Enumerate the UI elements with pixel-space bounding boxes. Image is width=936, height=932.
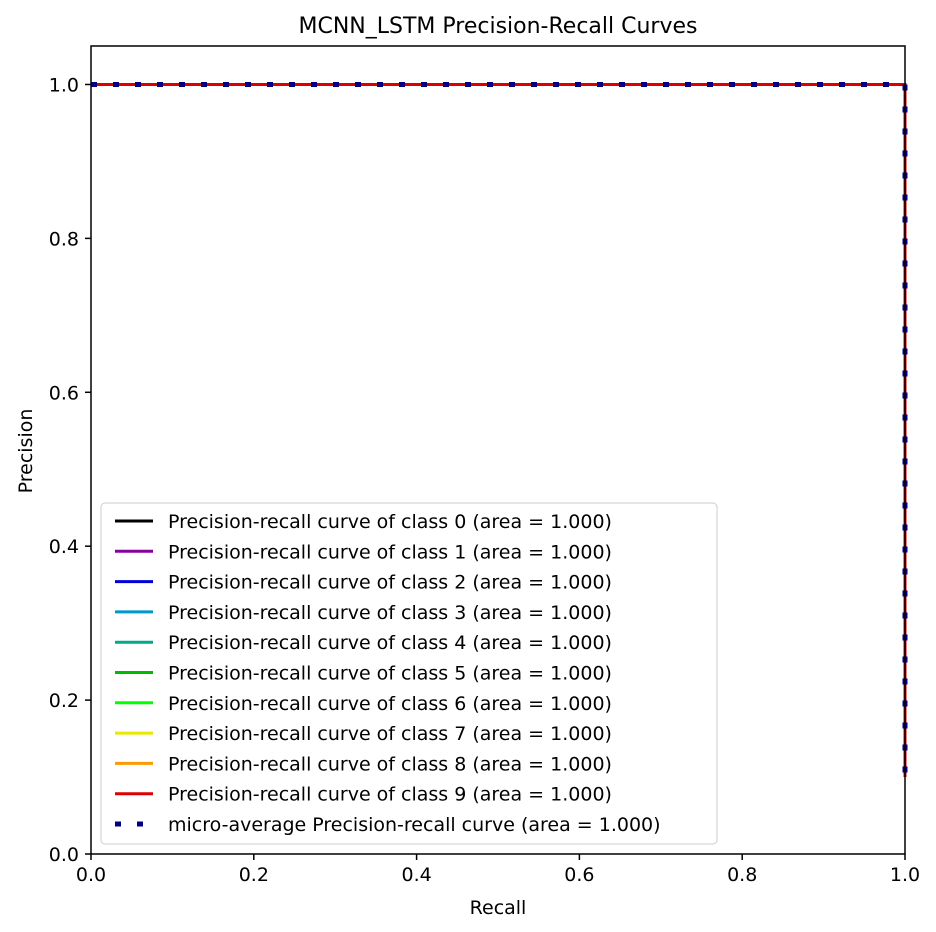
x-tick-label-4: 0.8 xyxy=(727,864,757,886)
legend-label-1: Precision-recall curve of class 1 (area … xyxy=(168,541,612,563)
legend: Precision-recall curve of class 0 (area … xyxy=(100,502,718,845)
y-tick-label-4: 0.8 xyxy=(49,228,79,250)
y-tick-label-3: 0.6 xyxy=(49,382,79,404)
legend-label-2: Precision-recall curve of class 2 (area … xyxy=(168,572,612,594)
x-tick-label-1: 0.2 xyxy=(239,864,269,886)
x-tick-label-0: 0.0 xyxy=(76,864,106,886)
x-tick-label-5: 1.0 xyxy=(890,864,920,886)
plot-frame xyxy=(90,45,906,855)
legend-label-8: Precision-recall curve of class 8 (area … xyxy=(168,753,612,775)
legend-label-4: Precision-recall curve of class 4 (area … xyxy=(168,632,612,654)
y-axis-label: Precision xyxy=(15,409,37,494)
legend-box xyxy=(100,502,718,845)
chart-title: MCNN_LSTM Precision-Recall Curves xyxy=(299,14,698,39)
x-tick-label-3: 0.6 xyxy=(564,864,594,886)
y-tick-label-0: 0.0 xyxy=(49,844,79,866)
legend-label-0: Precision-recall curve of class 0 (area … xyxy=(168,511,612,533)
y-tick-label-2: 0.4 xyxy=(49,536,79,558)
legend-label-10: micro-average Precision-recall curve (ar… xyxy=(168,814,661,836)
legend-label-5: Precision-recall curve of class 5 (area … xyxy=(168,663,612,685)
x-tick-label-2: 0.4 xyxy=(401,864,431,886)
legend-label-7: Precision-recall curve of class 7 (area … xyxy=(168,723,612,745)
y-tick-label-5: 1.0 xyxy=(49,74,79,96)
y-tick-label-1: 0.2 xyxy=(49,690,79,712)
legend-label-3: Precision-recall curve of class 3 (area … xyxy=(168,602,612,624)
legend-label-9: Precision-recall curve of class 9 (area … xyxy=(168,784,612,806)
legend-entries: Precision-recall curve of class 0 (area … xyxy=(115,511,661,836)
legend-label-6: Precision-recall curve of class 6 (area … xyxy=(168,693,612,715)
ticks-layer: 0.0 0.2 0.4 0.6 0.8 1.0 0.0 0.2 0.4 0.6 0.8 1.0 xyxy=(49,74,920,886)
x-axis-label: Recall xyxy=(470,897,527,919)
